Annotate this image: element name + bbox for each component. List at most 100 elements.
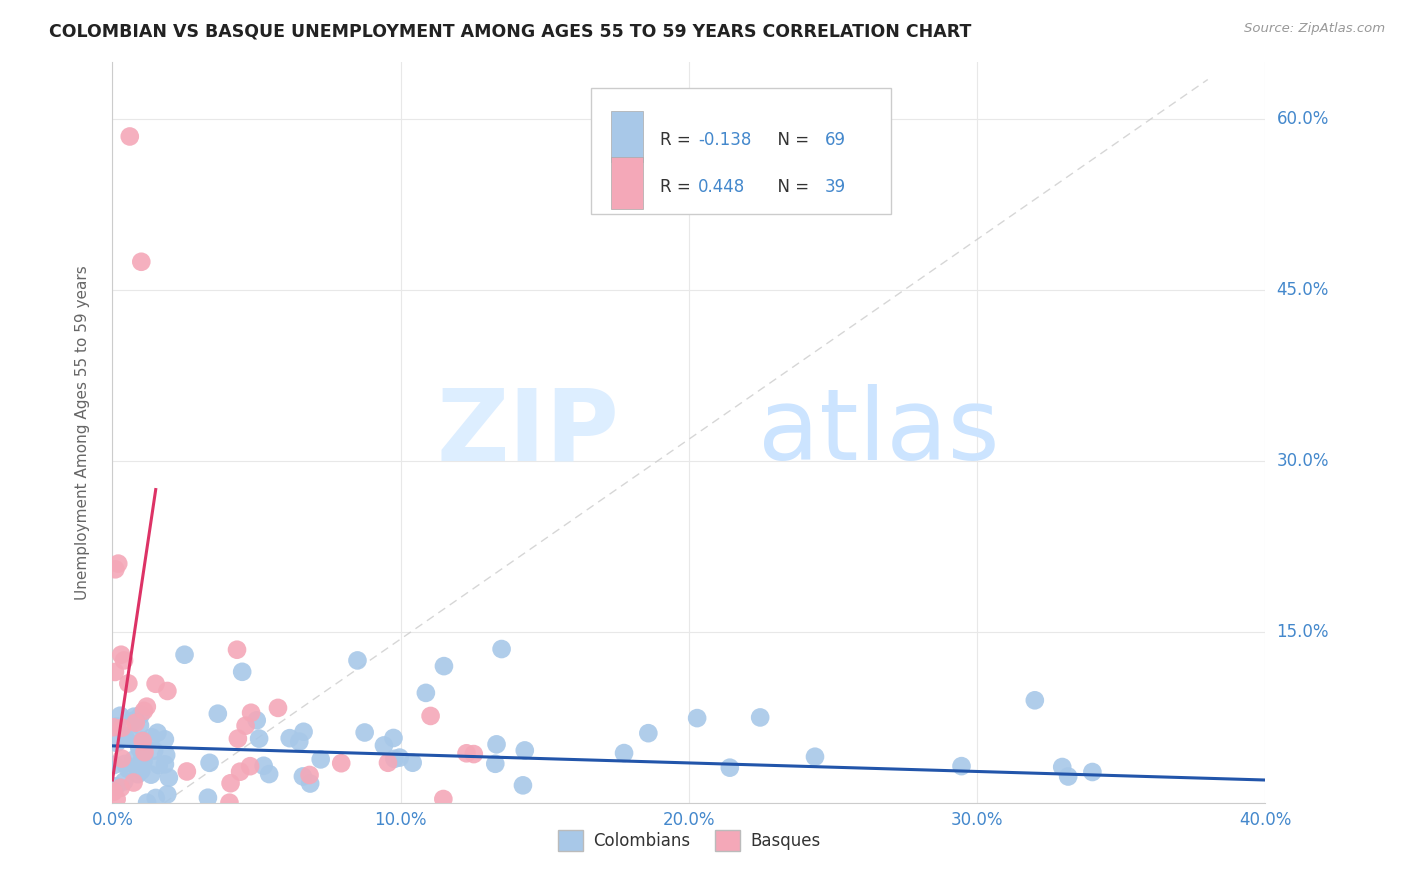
Point: [127, 767, 149, 781]
Point: [1057, 770, 1080, 784]
Text: N =: N =: [768, 178, 814, 196]
Point: [207, 706, 229, 721]
Point: [122, 753, 145, 767]
Point: [105, 736, 128, 750]
Point: [118, 129, 141, 144]
Point: [111, 751, 134, 765]
Point: [117, 762, 139, 776]
FancyBboxPatch shape: [591, 88, 891, 214]
Point: [104, 562, 127, 576]
Point: [419, 709, 441, 723]
Point: [219, 776, 242, 790]
Text: R =: R =: [661, 131, 696, 149]
Point: [330, 756, 353, 771]
Point: [146, 725, 169, 739]
Point: [110, 648, 132, 662]
Point: [373, 739, 395, 753]
Point: [132, 747, 155, 762]
Point: [132, 755, 155, 769]
Point: [198, 756, 221, 770]
Point: [247, 731, 270, 746]
Point: [686, 711, 709, 725]
Point: [513, 743, 536, 757]
Point: [131, 764, 153, 778]
Point: [402, 756, 425, 770]
Point: [433, 659, 456, 673]
Point: [804, 749, 827, 764]
Point: [512, 778, 534, 792]
Point: [950, 759, 973, 773]
Point: [122, 775, 145, 789]
Point: [156, 684, 179, 698]
Point: [139, 767, 162, 781]
Point: [103, 785, 125, 799]
Point: [718, 761, 741, 775]
Point: [299, 776, 322, 790]
Point: [485, 737, 508, 751]
Y-axis label: Unemployment Among Ages 55 to 59 years: Unemployment Among Ages 55 to 59 years: [76, 265, 90, 600]
Point: [197, 790, 219, 805]
Point: [176, 764, 198, 779]
Point: [145, 677, 167, 691]
Point: [226, 731, 249, 746]
Point: [132, 704, 155, 718]
Point: [253, 758, 276, 772]
Text: -0.138: -0.138: [699, 131, 752, 149]
Point: [235, 719, 257, 733]
FancyBboxPatch shape: [610, 157, 643, 209]
Point: [143, 744, 166, 758]
Point: [156, 788, 179, 802]
Point: [153, 757, 176, 772]
Point: [105, 792, 128, 806]
Point: [173, 648, 195, 662]
Point: [155, 748, 177, 763]
Point: [128, 741, 150, 756]
FancyBboxPatch shape: [610, 111, 643, 162]
Point: [114, 756, 136, 771]
Point: [456, 747, 478, 761]
Text: R =: R =: [661, 178, 696, 196]
Point: [107, 557, 129, 571]
Point: [1024, 693, 1046, 707]
Point: [134, 745, 156, 759]
Point: [239, 759, 262, 773]
Point: [105, 780, 128, 794]
Point: [291, 769, 314, 783]
Text: 0.448: 0.448: [699, 178, 745, 196]
Text: 69: 69: [825, 131, 846, 149]
Point: [257, 767, 280, 781]
Point: [129, 707, 152, 722]
Point: [131, 733, 153, 747]
Point: [1052, 760, 1074, 774]
Point: [117, 676, 139, 690]
Point: [463, 747, 485, 761]
Point: [125, 715, 148, 730]
Text: 15.0%: 15.0%: [1277, 623, 1329, 641]
Point: [377, 756, 399, 770]
Point: [353, 725, 375, 739]
Point: [110, 780, 132, 795]
Point: [749, 710, 772, 724]
Point: [267, 701, 290, 715]
Point: [114, 731, 136, 746]
Point: [104, 665, 127, 679]
Point: [613, 746, 636, 760]
Text: COLOMBIAN VS BASQUE UNEMPLOYMENT AMONG AGES 55 TO 59 YEARS CORRELATION CHART: COLOMBIAN VS BASQUE UNEMPLOYMENT AMONG A…: [49, 22, 972, 40]
Point: [103, 720, 125, 734]
Point: [148, 758, 170, 772]
Point: [145, 791, 167, 805]
Point: [135, 699, 157, 714]
Point: [105, 719, 128, 733]
Point: [218, 796, 240, 810]
Point: [309, 752, 332, 766]
Point: [103, 758, 125, 772]
Point: [122, 709, 145, 723]
Point: [118, 728, 141, 742]
Text: atlas: atlas: [758, 384, 1000, 481]
Point: [415, 686, 437, 700]
Point: [298, 768, 321, 782]
Text: 60.0%: 60.0%: [1277, 111, 1329, 128]
Point: [136, 796, 159, 810]
Point: [388, 750, 411, 764]
Point: [637, 726, 659, 740]
